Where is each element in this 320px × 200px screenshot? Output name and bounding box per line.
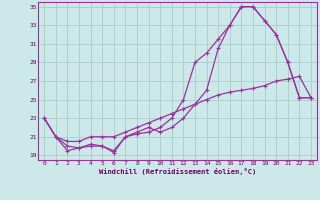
X-axis label: Windchill (Refroidissement éolien,°C): Windchill (Refroidissement éolien,°C) [99,168,256,175]
